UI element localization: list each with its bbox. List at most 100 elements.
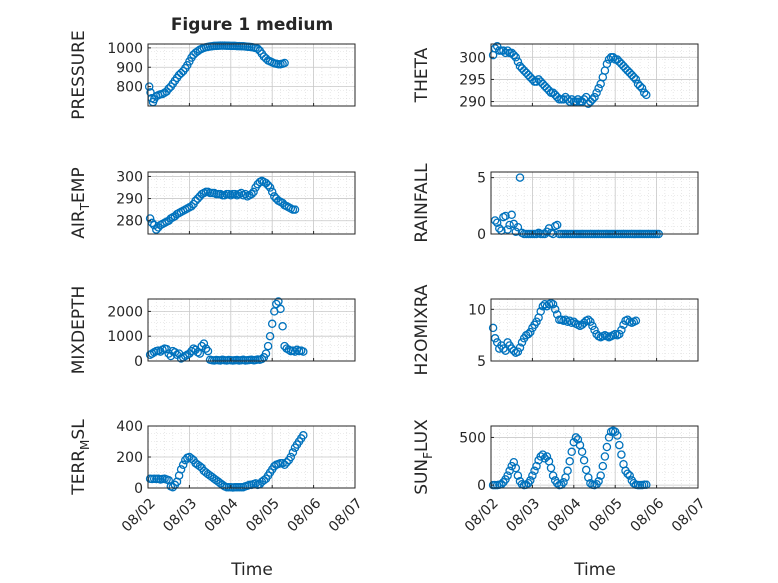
data-point [586, 317, 595, 326]
data-point [598, 461, 608, 471]
data-point [588, 321, 597, 331]
y-tick-label: 1000 [107, 329, 143, 345]
data-point [631, 316, 641, 325]
x-tick-label: 08/06 [627, 495, 667, 535]
data-point [552, 310, 562, 319]
data-point [602, 59, 612, 69]
data-point [164, 84, 173, 93]
data-point [588, 95, 597, 104]
data-point [540, 81, 550, 91]
data-point [274, 297, 283, 306]
data-point [586, 478, 595, 488]
data-point [265, 331, 275, 341]
axes-box [490, 171, 699, 235]
data-point [604, 433, 614, 442]
data-point [524, 329, 533, 339]
data-point [263, 341, 273, 351]
data-point [615, 440, 624, 450]
data-point [276, 304, 285, 314]
subplot-sun-lux: 0 500 08/02 08/03 08/04 08/05 08/06 08/07 SUNFLU… [412, 419, 709, 535]
data-point [577, 447, 587, 457]
data-point [517, 64, 527, 73]
data-point [168, 482, 178, 492]
data-point [299, 347, 308, 356]
axes-box [147, 43, 356, 107]
data-point [241, 189, 250, 199]
data-point [635, 81, 645, 91]
data-series [488, 41, 651, 109]
y-tick-label: 0 [134, 354, 143, 370]
data-point [567, 447, 576, 457]
data-point [615, 329, 624, 339]
data-point [503, 225, 512, 234]
data-point [513, 347, 523, 356]
axes-box [490, 43, 699, 107]
axes-box [490, 298, 699, 362]
data-point [540, 299, 550, 309]
data-point [604, 55, 614, 64]
data-point [261, 349, 271, 358]
data-point [571, 433, 581, 442]
data-point [263, 181, 273, 190]
y-tick-label: 0 [477, 478, 486, 494]
data-point [176, 465, 186, 474]
axes-box [490, 425, 699, 489]
data-point [265, 183, 275, 192]
data-point [540, 454, 550, 463]
data-point [548, 299, 558, 309]
data-point [178, 460, 188, 470]
subplot-theta: 290 295 300 THETA [412, 41, 699, 111]
data-point [501, 211, 510, 221]
data-point [290, 347, 300, 356]
data-point [511, 53, 521, 62]
y-tick-label: 5 [477, 171, 486, 187]
data-point [552, 220, 562, 230]
data-point [602, 442, 612, 452]
x-tick-label: 08/02 [462, 495, 502, 535]
x-tick-label: 08/05 [586, 495, 626, 535]
data-point [195, 349, 205, 358]
x-tick-label: 08/03 [160, 495, 200, 535]
plot-area [491, 172, 698, 234]
data-point [145, 214, 155, 223]
data-point [559, 478, 568, 487]
data-point [505, 220, 514, 230]
data-point [199, 339, 209, 348]
subplot-mixdepth: 0 1000 2000 MIXDEPTH [69, 286, 356, 374]
data-point [185, 349, 194, 358]
data-point [203, 346, 213, 356]
y-axis-label: SUNFLUX [412, 419, 435, 495]
data-point [573, 435, 583, 444]
data-point [488, 323, 498, 333]
data-point [600, 452, 610, 461]
data-point [299, 431, 308, 440]
subplot-h2omixra: 5 10 H2OMIXRA [412, 284, 699, 376]
data-point [509, 50, 519, 60]
data-series [488, 426, 651, 490]
axes-box [147, 171, 356, 235]
data-point [272, 299, 281, 309]
plot-area [148, 172, 355, 234]
data-point [637, 84, 647, 93]
y-tick-label: 10 [468, 302, 486, 318]
data-point [623, 469, 632, 478]
data-point [176, 68, 186, 78]
data-point [492, 218, 502, 227]
data-point [536, 452, 545, 461]
data-point [170, 348, 180, 357]
data-point [526, 327, 535, 337]
data-point [146, 88, 155, 97]
y-tick-label: 0 [477, 227, 486, 243]
data-point [513, 471, 523, 480]
data-point [197, 341, 207, 351]
data-point [548, 471, 558, 480]
data-point [639, 88, 649, 97]
data-point [187, 346, 196, 356]
data-point [584, 473, 593, 482]
data-point [532, 461, 541, 471]
data-point [629, 72, 639, 82]
data-point [581, 465, 591, 475]
y-tick-label: 5 [477, 354, 486, 370]
data-point [495, 224, 504, 233]
data-point [542, 452, 552, 461]
